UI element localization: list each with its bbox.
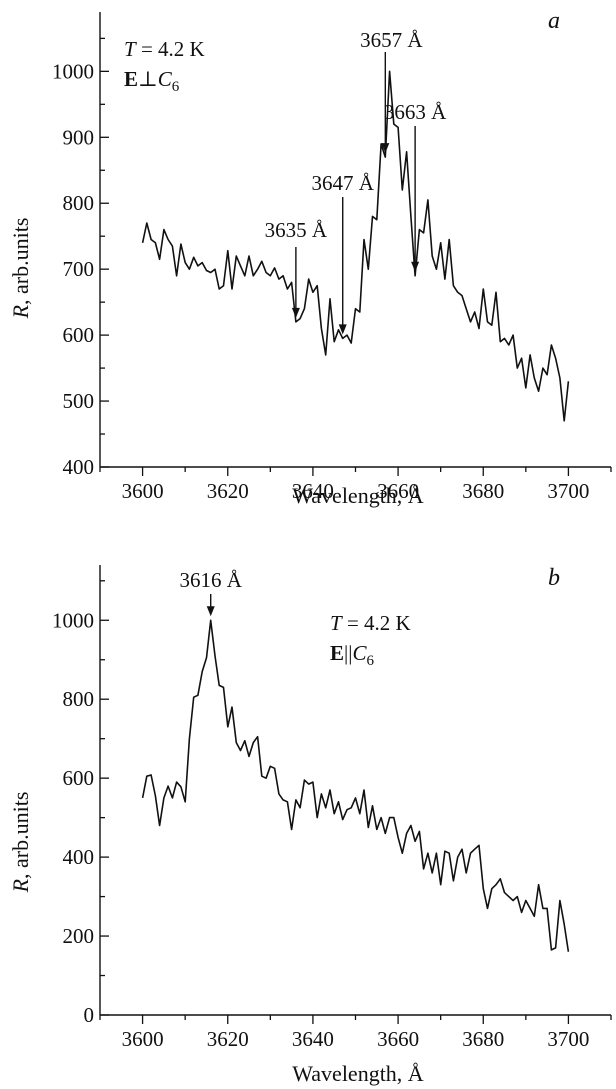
panel-a-x-tick-label: 3700	[547, 479, 589, 503]
panel-a-annotation: 3663 Å	[384, 100, 447, 272]
panel-b-x-tick-label: 3620	[207, 1027, 249, 1051]
panel-b-x-tick-label: 3660	[377, 1027, 419, 1051]
panel-a-annotation: 3657 Å	[360, 28, 423, 154]
panel-a-y-tick-label: 400	[63, 455, 95, 479]
panel-a-annotation-label: 3647 Å	[312, 171, 375, 195]
panel-a-annotation-label: 3635 Å	[265, 218, 328, 242]
panel-b-y-tick-label: 600	[63, 766, 95, 790]
panel-b-y-tick-label: 200	[63, 924, 95, 948]
panel-a-annotation-arrowhead	[381, 143, 390, 154]
panel-b-annotation: 3616 Å	[180, 568, 243, 617]
panel-a-polarization: E⊥C6	[124, 67, 180, 95]
panel-a-series	[141, 70, 570, 422]
panel-b-x-tick-label: 3680	[462, 1027, 504, 1051]
panel-b-annotations: 3616 Å	[180, 568, 243, 617]
panel-a-annotations: 3635 Å 3647 Å 3657 Å 3663 Å	[265, 28, 447, 335]
panel-a-letter: a	[548, 8, 560, 34]
panel-a-annotation-label: 3657 Å	[360, 28, 423, 52]
panel-b-x-axis-title: Wavelength, Å	[292, 1061, 424, 1086]
panel-b-polarization: E||C6	[330, 641, 374, 669]
panel-b-annotation-arrowhead	[206, 606, 215, 617]
panel-b-y-tick-label: 800	[63, 687, 95, 711]
panel-b-x-tick-label: 3600	[122, 1027, 164, 1051]
panel-a-x-tick-label: 3640	[292, 479, 334, 503]
panel-a-y-tick-label: 900	[63, 125, 95, 149]
panel-a-x-tick-label: 3620	[207, 479, 249, 503]
panel-a-y-axis-title: R, arb.units	[8, 218, 33, 320]
panel-a-temperature: T = 4.2 K	[124, 37, 205, 61]
panel-a-x-axis-title: Wavelength, Å	[292, 483, 424, 508]
panel-a-annotation-arrowhead	[291, 307, 300, 318]
panel-b-y-tick-label: 0	[84, 1003, 95, 1027]
panel-a-x-tick-label: 3600	[122, 479, 164, 503]
panel-b: b T = 4.2 K E||C6 3600 3620 3640 3660 3680 37…	[8, 565, 612, 1086]
panel-b-axes: 3600 3620 3640 3660 3680 3700 0 200 400 600 800 100…	[52, 565, 612, 1051]
panel-b-x-tick-label: 3640	[292, 1027, 334, 1051]
panel-b-y-tick-label: 400	[63, 845, 95, 869]
panel-b-temperature: T = 4.2 K	[330, 611, 411, 635]
panel-b-letter: b	[548, 565, 560, 591]
panel-a-annotation-arrowhead	[338, 324, 347, 335]
panel-a-annotation: 3635 Å	[265, 218, 328, 318]
panel-a-axes: 3600 3620 3640 3660 3680 3700 400 500 600 700 800 9…	[52, 12, 612, 503]
panel-b-x-tick-label: 3700	[547, 1027, 589, 1051]
panel-a-annotation: 3647 Å	[312, 171, 375, 335]
panel-a-y-tick-label: 500	[63, 389, 95, 413]
panel-a-x-tick-label: 3680	[462, 479, 504, 503]
panel-a-y-tick-label: 700	[63, 257, 95, 281]
panel-a-y-tick-label: 800	[63, 191, 95, 215]
panel-a-annotation-label: 3663 Å	[384, 100, 447, 124]
panel-b-series	[141, 619, 570, 952]
panel-a-annotation-arrowhead	[411, 261, 420, 272]
panel-b-y-axis-title: R, arb.units	[8, 792, 33, 894]
panel-b-annotation-label: 3616 Å	[180, 568, 243, 592]
panel-a-series-line	[141, 70, 570, 422]
panel-a-y-tick-label: 600	[63, 323, 95, 347]
panel-b-y-tick-label: 1000	[52, 608, 94, 632]
panel-a-y-tick-label: 1000	[52, 59, 94, 83]
panel-b-series-line	[141, 619, 570, 952]
panel-a-x-tick-label: 3660	[377, 479, 419, 503]
panel-a: a T = 4.2 K E⊥C6 3600 3620 3640 3660 3680 370…	[8, 8, 612, 508]
